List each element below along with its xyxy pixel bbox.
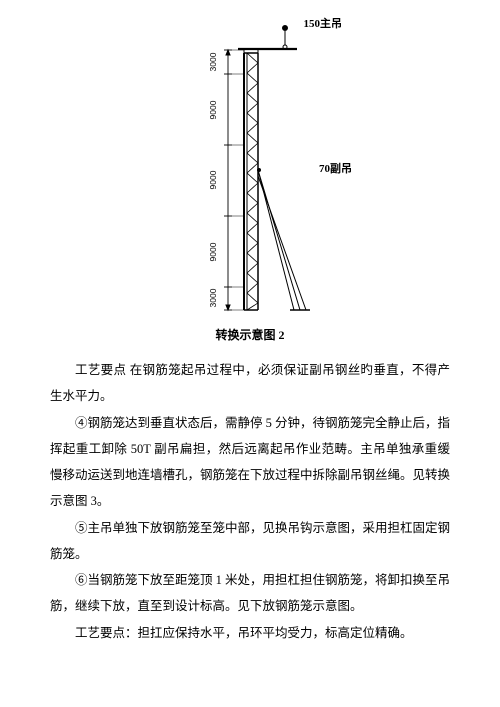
label-aux-crane: 70副吊 <box>319 160 352 176</box>
conversion-diagram: 3000 9000 9000 9000 3000 150主吊 70副吊 <box>140 10 360 320</box>
paragraph-5: 工艺要点：担扛应保持水平，吊环平均受力，标高定位精确。 <box>50 620 450 646</box>
svg-text:9000: 9000 <box>208 170 218 189</box>
paragraph-1: 工艺要点 在钢筋笼起吊过程中，必须保证副吊钢丝旳垂直，不得产生水平力。 <box>50 357 450 410</box>
paragraph-2: ④钢筋笼达到垂直状态后，需静停 5 分钟，待钢筋笼完全静止后，指挥起重工卸除 5… <box>50 410 450 515</box>
figure-caption: 转换示意图 2 <box>50 326 450 343</box>
svg-text:3000: 3000 <box>208 288 218 307</box>
paragraph-3: ⑤主吊单独下放钢筋笼至笼中部，见换吊钩示意图，采用担杠固定钢筋笼。 <box>50 515 450 568</box>
paragraph-4: ⑥当钢筋笼下放至距笼顶 1 米处，用担杠担住钢筋笼，将卸扣换至吊筋，继续下放，直… <box>50 567 450 620</box>
svg-text:9000: 9000 <box>208 242 218 261</box>
body-text: 工艺要点 在钢筋笼起吊过程中，必须保证副吊钢丝旳垂直，不得产生水平力。④钢筋笼达… <box>50 357 450 646</box>
svg-text:3000: 3000 <box>208 52 218 71</box>
label-main-crane: 150主吊 <box>304 15 343 31</box>
svg-text:9000: 9000 <box>208 100 218 119</box>
